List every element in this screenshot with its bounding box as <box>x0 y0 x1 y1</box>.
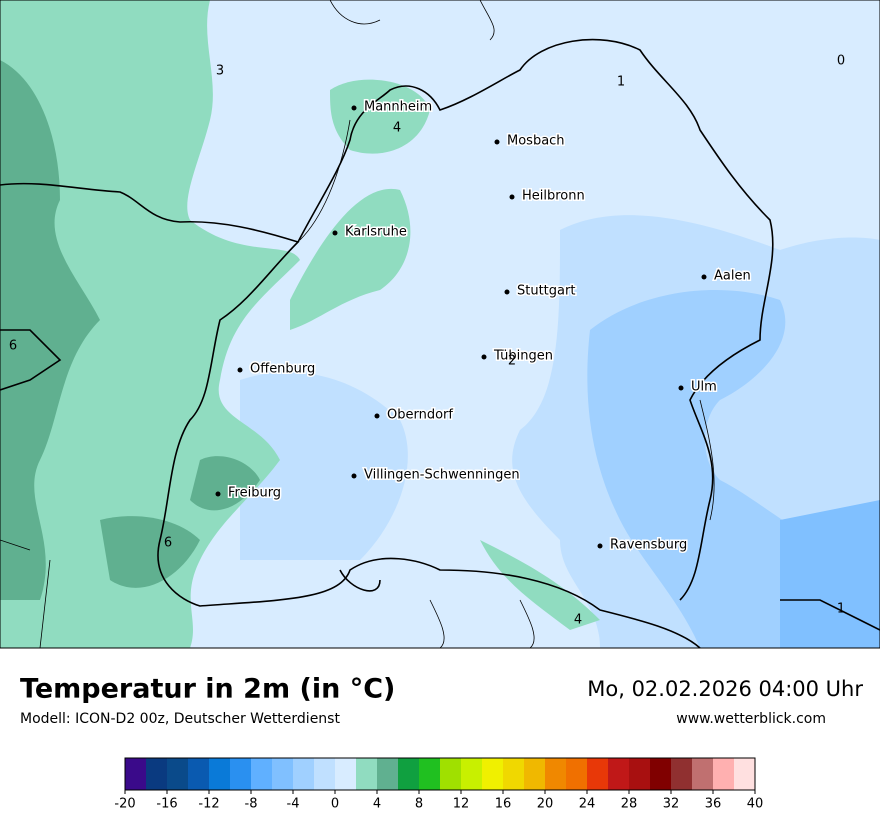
colorbar-swatch <box>566 758 588 790</box>
contour-label: 1 <box>617 75 625 90</box>
site: www.wetterblick.com <box>676 711 826 727</box>
colorbar-swatch <box>188 758 210 790</box>
colorbar-swatch <box>167 758 189 790</box>
colorbar-swatch <box>335 758 357 790</box>
colorbar-swatch <box>293 758 315 790</box>
city-dot <box>678 385 684 391</box>
contour-label: 4 <box>574 613 582 628</box>
colorbar-swatch <box>251 758 273 790</box>
city-dot <box>351 473 357 479</box>
contour-label: 6 <box>164 536 172 551</box>
city-name: Freiburg <box>228 486 281 501</box>
city-dot <box>351 105 357 111</box>
colorbar-swatch <box>419 758 441 790</box>
city-dot <box>374 413 380 419</box>
city-name: Offenburg <box>250 362 315 377</box>
city-dot <box>494 139 500 145</box>
city-name: Villingen-Schwenningen <box>364 468 520 483</box>
city-name: Ravensburg <box>610 538 687 553</box>
footer: Temperatur in 2m (in °C) Modell: ICON-D2… <box>20 674 863 728</box>
city-dot <box>481 354 487 360</box>
colorbar-tick-label: -12 <box>198 797 219 812</box>
colorbar-swatch <box>671 758 693 790</box>
city-name: Aalen <box>714 269 751 284</box>
colorbar-swatch <box>125 758 147 790</box>
subtitle: Modell: ICON-D2 00z, Deutscher Wetterdie… <box>20 711 340 727</box>
colorbar-swatch <box>461 758 483 790</box>
colorbar-swatch <box>146 758 168 790</box>
colorbar-tick-label: 28 <box>621 797 638 812</box>
colorbar-swatch <box>398 758 420 790</box>
map <box>0 0 880 649</box>
colorbar-swatch <box>713 758 735 790</box>
city-dot <box>237 367 243 373</box>
colorbar-tick-label: 8 <box>415 797 423 812</box>
colorbar-swatch <box>440 758 462 790</box>
colorbar-swatch <box>545 758 567 790</box>
colorbar-tick-label: 4 <box>373 797 381 812</box>
colorbar-swatch <box>650 758 672 790</box>
city-name: Karlsruhe <box>345 225 407 240</box>
colorbar-swatch <box>734 758 756 790</box>
colorbar-swatch <box>230 758 252 790</box>
date: Mo, 02.02.2026 04:00 Uhr <box>587 677 863 701</box>
contour-label: 6 <box>9 339 17 354</box>
colorbar-swatch <box>272 758 294 790</box>
city-name: Heilbronn <box>522 189 585 204</box>
colorbar-tick-label: 12 <box>453 797 470 812</box>
city-dot <box>701 274 707 280</box>
city-dot <box>215 491 221 497</box>
contour-labels: 3 1 0 4 6 2 1 4 6 <box>9 54 845 628</box>
colorbar-tick-label: -4 <box>287 797 300 812</box>
colorbar-tick-label: 32 <box>663 797 680 812</box>
colorbar-tick-label: -20 <box>114 797 135 812</box>
colorbar-frame <box>124 757 756 791</box>
colorbar-swatch <box>377 758 399 790</box>
city-name: Stuttgart <box>517 284 575 299</box>
city-name: Oberndorf <box>387 408 453 423</box>
contour-label: 4 <box>393 121 401 136</box>
colorbar-swatch <box>629 758 651 790</box>
colorbar: -20 -16 -12 -8 -4 0 4 8 12 16 20 24 28 32 36 40 <box>114 757 764 812</box>
colorbar-swatch <box>608 758 630 790</box>
colorbar-tick-label: 0 <box>331 797 339 812</box>
colorbar-swatch <box>692 758 714 790</box>
colorbar-swatch <box>503 758 525 790</box>
city-name: Tübingen <box>493 349 553 364</box>
colorbar-swatch <box>209 758 231 790</box>
city-dot <box>509 194 515 200</box>
title: Temperatur in 2m (in °C) <box>20 674 395 705</box>
contour-label: 2 <box>508 354 516 369</box>
city-labels: Mannheim Mosbach Heilbronn Karlsruhe Aalen St… <box>215 98 752 554</box>
colorbar-tick-label: -16 <box>156 797 177 812</box>
city-dot <box>332 230 338 236</box>
colorbar-swatch <box>482 758 504 790</box>
colorbar-swatch <box>587 758 609 790</box>
colorbar-tick-label: -8 <box>245 797 258 812</box>
colorbar-tick-label: 16 <box>495 797 512 812</box>
contour-label: 3 <box>216 64 224 79</box>
contour-label: 0 <box>837 54 845 69</box>
colorbar-tick-label: 40 <box>747 797 764 812</box>
colorbar-swatch <box>356 758 378 790</box>
colorbar-tick-label: 24 <box>579 797 596 812</box>
contour-label: 1 <box>837 602 845 617</box>
colorbar-swatch <box>524 758 546 790</box>
city-name: Mosbach <box>507 134 565 149</box>
city-name: Ulm <box>691 380 717 395</box>
city-dot <box>504 289 510 295</box>
city-name: Mannheim <box>364 100 432 115</box>
colorbar-swatch <box>314 758 336 790</box>
colorbar-tick-label: 20 <box>537 797 554 812</box>
city-dot <box>597 543 603 549</box>
colorbar-tick-label: 36 <box>705 797 722 812</box>
